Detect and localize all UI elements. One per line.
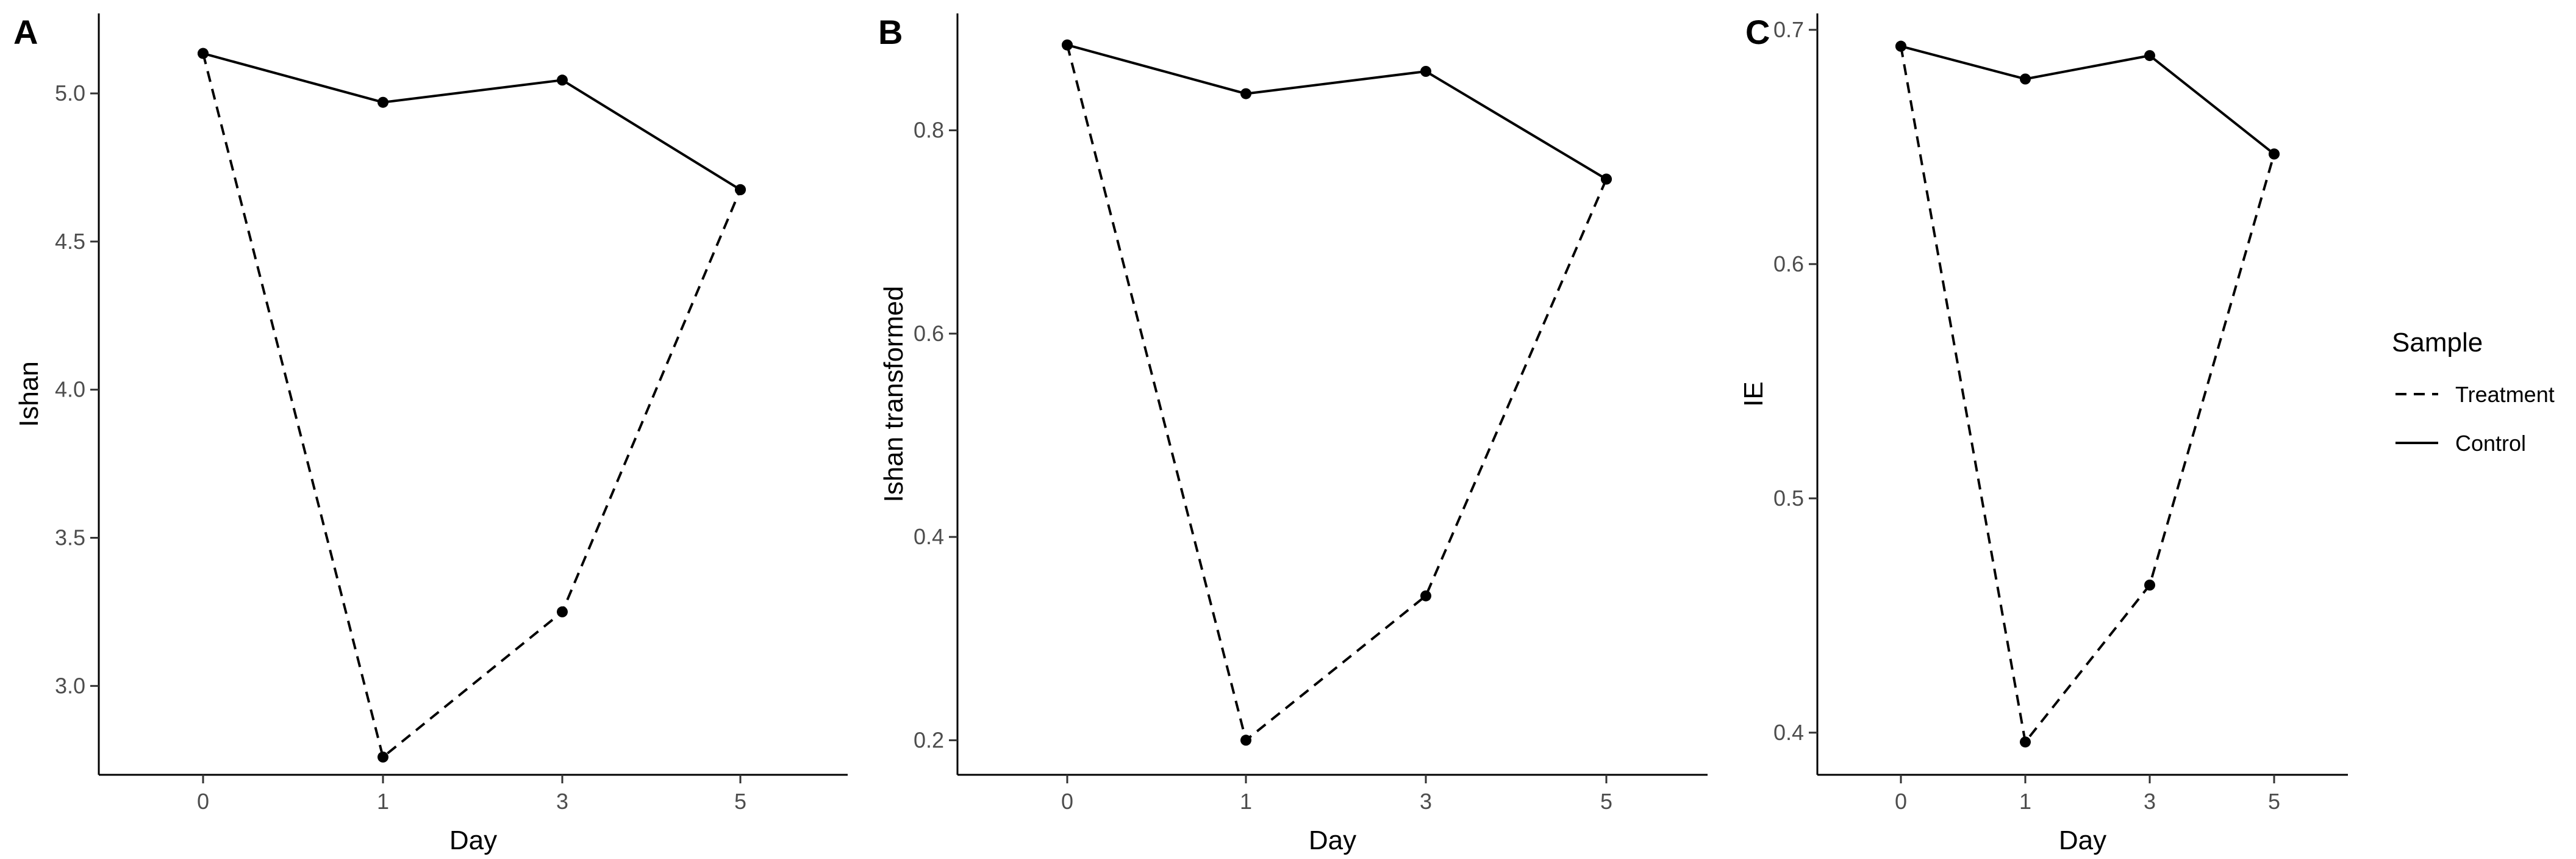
x-tick-label: 5 (2268, 789, 2280, 814)
legend-title: Sample (2392, 328, 2483, 358)
data-point-control-day-1 (2020, 73, 2031, 85)
data-point-control-day-5 (735, 184, 746, 195)
data-point-treatment-day-3 (1420, 590, 1431, 602)
x-tick-label: 3 (556, 789, 568, 814)
y-tick-label: 0.4 (914, 524, 944, 549)
y-tick-label: 0.4 (1773, 720, 1804, 745)
data-point-control-day-0 (1062, 39, 1073, 51)
x-tick-label: 1 (1240, 789, 1252, 814)
data-point-control-day-3 (2144, 50, 2155, 62)
data-point-treatment-day-3 (557, 606, 568, 617)
y-tick-label: 5.0 (55, 81, 85, 106)
data-point-control-day-5 (2269, 148, 2280, 160)
data-point-treatment-day-3 (2144, 580, 2155, 591)
series-line-treatment (1066, 45, 1608, 742)
y-tick-label: 0.7 (1773, 17, 1804, 42)
y-tick-label: 0.8 (914, 118, 944, 143)
y-tick-label: 0.6 (914, 321, 944, 346)
x-axis-title: Day (1309, 825, 1356, 855)
y-axis-title: Ishan (14, 361, 44, 427)
series-line-treatment (202, 53, 742, 758)
y-tick-label: 0.5 (1773, 486, 1804, 511)
x-tick-label: 3 (2144, 789, 2156, 814)
panel-a: A 3.0 3.5 4.0 4.5 5.0 0 1 3 5 Day Ishan (13, 13, 848, 855)
y-tick-label: 0.6 (1773, 251, 1804, 276)
panel-b: B 0.2 0.4 0.6 0.8 0 1 3 5 Day Ishan transformed (878, 13, 1708, 855)
y-tick-label: 3.5 (55, 525, 85, 550)
legend: Sample Treatment Control (2392, 328, 2555, 456)
series-line-treatment (1900, 46, 2275, 744)
data-point-treatment-day-1 (377, 751, 388, 763)
data-point-control-day-3 (1420, 66, 1431, 77)
data-point-control-day-1 (377, 96, 388, 108)
panel-tag: C (1745, 13, 1770, 51)
data-point-control-day-0 (1895, 40, 1906, 52)
x-tick-label: 3 (1420, 789, 1432, 814)
x-tick-label: 5 (734, 789, 746, 814)
y-axis-title: Ishan transformed (879, 286, 909, 503)
data-point-control-day-5 (1601, 173, 1612, 185)
y-tick-label: 4.0 (55, 377, 85, 402)
data-point-control-day-0 (198, 48, 209, 59)
x-tick-label: 5 (1600, 789, 1612, 814)
x-tick-label: 1 (2019, 789, 2031, 814)
x-tick-label: 1 (377, 789, 389, 814)
series-line-control (202, 52, 742, 191)
y-axis-title: IE (1739, 381, 1769, 407)
x-axis-title: Day (449, 825, 497, 855)
x-tick-label: 0 (1895, 789, 1907, 814)
data-point-treatment-day-1 (2020, 736, 2031, 748)
series-line-control (1067, 43, 1608, 181)
legend-label-treatment: Treatment (2455, 382, 2555, 407)
data-point-control-day-3 (557, 74, 568, 86)
x-tick-label: 0 (1061, 789, 1073, 814)
panel-c: C 0.4 0.5 0.6 0.7 0 1 3 5 Day IE (1739, 13, 2348, 855)
data-point-control-day-1 (1240, 88, 1251, 99)
y-tick-label: 4.5 (55, 229, 85, 254)
legend-label-control: Control (2455, 431, 2526, 456)
x-tick-label: 0 (197, 789, 209, 814)
y-tick-label: 0.2 (914, 727, 944, 752)
panel-tag: B (878, 13, 903, 51)
x-axis-title: Day (2059, 825, 2106, 855)
panel-tag: A (13, 13, 38, 51)
series-line-control (1900, 45, 2275, 155)
y-tick-label: 3.0 (55, 673, 85, 698)
data-point-treatment-day-1 (1240, 735, 1251, 746)
